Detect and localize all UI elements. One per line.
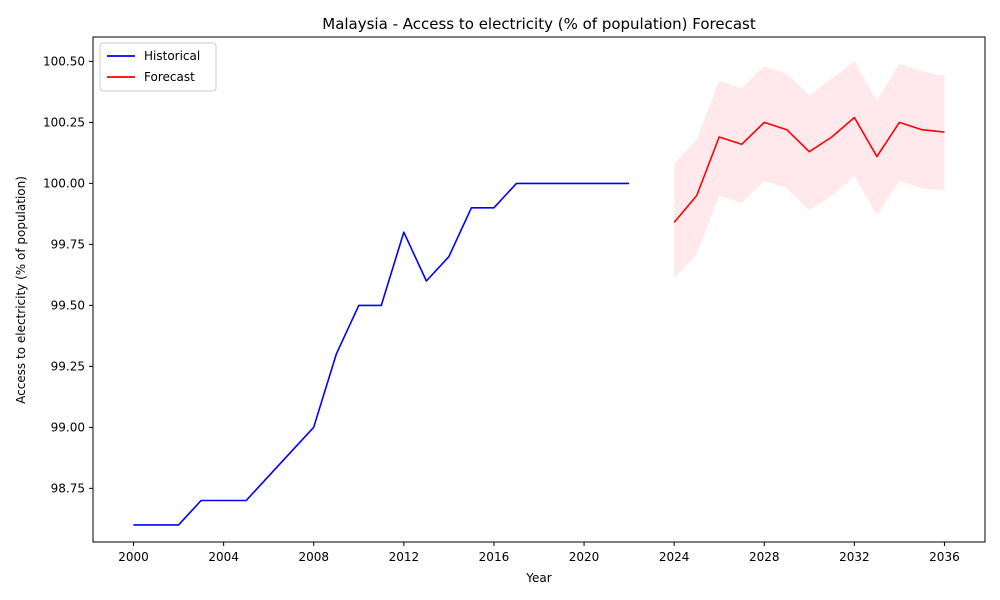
x-tick-label: 2036: [929, 550, 960, 564]
y-axis-label: Access to electricity (% of population): [14, 176, 28, 404]
y-tick-label: 99.50: [51, 298, 85, 312]
y-axis: 98.75 99.00 99.25 99.50 99.75 100.00 100.25 100…: [43, 54, 93, 495]
plot-area: [92, 36, 986, 543]
x-tick-label: 2016: [479, 550, 510, 564]
x-tick-label: 2012: [389, 550, 420, 564]
legend: Historical Forecast: [99, 42, 217, 92]
x-tick-label: 2028: [749, 550, 780, 564]
x-tick-label: 2004: [208, 550, 239, 564]
legend-box: [99, 42, 217, 92]
legend-label-historical: Historical: [144, 49, 200, 63]
y-tick-label: 99.00: [51, 420, 85, 434]
y-tick-label: 99.25: [51, 359, 85, 373]
y-tick-label: 99.75: [51, 237, 85, 251]
x-tick-label: 2024: [659, 550, 690, 564]
series-line-forecast: [673, 116, 945, 223]
x-axis-label: Year: [525, 571, 551, 585]
series-line-historical: [133, 182, 630, 526]
x-tick-label: 2008: [298, 550, 329, 564]
x-axis: 2000 2004 2008 2012 2016 2020 2024 2028 2032 2036: [118, 542, 960, 564]
axes-frame: [92, 36, 986, 543]
legend-label-forecast: Forecast: [144, 70, 195, 84]
x-tick-label: 2000: [118, 550, 149, 564]
y-tick-label: 100.50: [43, 54, 85, 68]
x-tick-label: 2020: [569, 550, 600, 564]
y-tick-label: 100.25: [43, 115, 85, 129]
y-tick-label: 98.75: [51, 481, 85, 495]
series-line-layer: [133, 116, 945, 526]
forecast-confidence-band: [674, 61, 945, 279]
confidence-band-layer: [674, 61, 945, 279]
chart-title: Malaysia - Access to electricity (% of p…: [322, 15, 756, 33]
x-tick-label: 2032: [839, 550, 870, 564]
y-tick-label: 100.00: [43, 176, 85, 190]
